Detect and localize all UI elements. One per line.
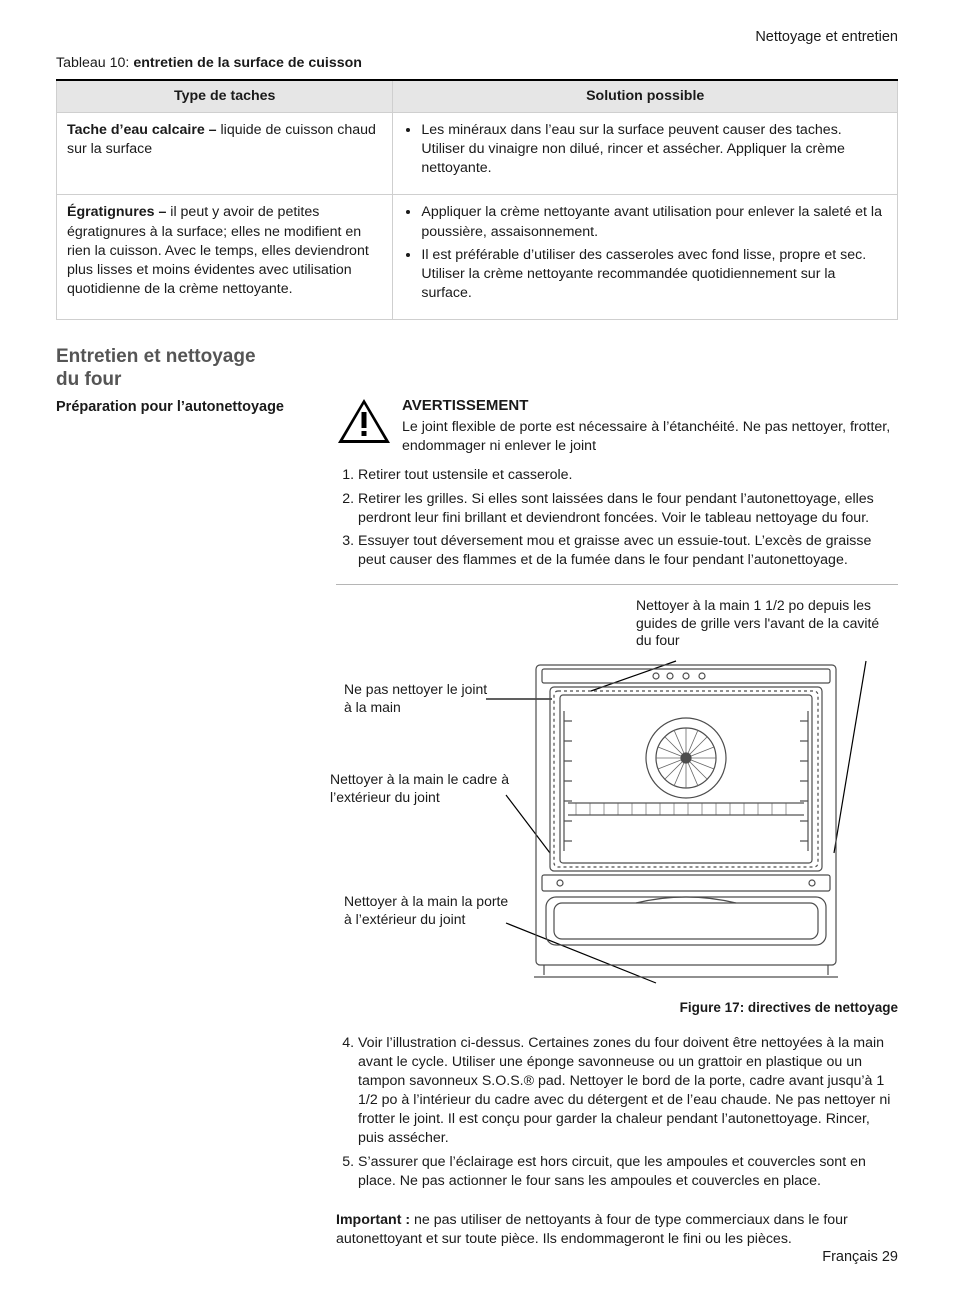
diagram-label-left1: Ne pas nettoyer le joint à la main bbox=[344, 681, 494, 716]
step-item: Voir l’illustration ci-dessus. Certaines… bbox=[358, 1034, 898, 1149]
solution-item: Il est préférable d’utiliser des cassero… bbox=[421, 246, 887, 304]
warning-text: Le joint flexible de porte est nécessair… bbox=[402, 418, 898, 456]
oven-diagram: Nettoyer à la main 1 1/2 po depuis les g… bbox=[336, 603, 898, 993]
step-item: Retirer les grilles. Si elles sont laiss… bbox=[358, 490, 898, 528]
steps-list-b: Voir l’illustration ci-dessus. Certaines… bbox=[336, 1034, 898, 1191]
separator bbox=[336, 584, 898, 585]
page-footer: Français 29 bbox=[822, 1248, 898, 1268]
section-title-line: Entretien et nettoyage bbox=[56, 346, 256, 367]
figure-caption: Figure 17: directives de nettoyage bbox=[336, 999, 898, 1017]
table-caption-prefix: Tableau 10: bbox=[56, 55, 133, 71]
table-caption-title: entretien de la surface de cuisson bbox=[133, 55, 362, 71]
solution-item: Les minéraux dans l’eau sur la surface p… bbox=[421, 121, 887, 179]
table-col-solution: Solution possible bbox=[393, 80, 898, 113]
solution-item: Appliquer la crème nettoyante avant util… bbox=[421, 203, 887, 241]
step-item: Retirer tout ustensile et casserole. bbox=[358, 466, 898, 485]
diagram-label-top: Nettoyer à la main 1 1/2 po depuis les g… bbox=[636, 597, 886, 650]
prep-heading: Préparation pour l’autonettoyage bbox=[56, 398, 306, 418]
important-note: Important : ne pas utiliser de nettoyant… bbox=[336, 1211, 898, 1249]
table-col-type: Type de taches bbox=[57, 80, 393, 113]
section-title-line: du four bbox=[56, 369, 121, 390]
diagram-label-left3: Nettoyer à la main la porte à l’extérieu… bbox=[344, 893, 514, 928]
step-item: Essuyer tout déversement mou et graisse … bbox=[358, 532, 898, 570]
table-caption: Tableau 10: entretien de la surface de c… bbox=[56, 54, 898, 73]
stain-table: Type de taches Solution possible Tache d… bbox=[56, 79, 898, 321]
important-label: Important : bbox=[336, 1212, 414, 1228]
stain-type-strong: Égratignures – bbox=[67, 204, 170, 220]
steps-list-a: Retirer tout ustensile et casserole. Ret… bbox=[336, 466, 898, 570]
diagram-label-left2: Nettoyer à la main le cadre à l’extérieu… bbox=[330, 771, 510, 806]
warning-heading: AVERTISSEMENT bbox=[402, 396, 898, 416]
section-title: Entretien et nettoyage du four bbox=[56, 346, 898, 392]
page-header-section: Nettoyage et entretien bbox=[56, 28, 898, 48]
warning-icon bbox=[336, 396, 392, 452]
step-item: S’assurer que l’éclairage est hors circu… bbox=[358, 1153, 898, 1191]
stain-type-strong: Tache d’eau calcaire – bbox=[67, 122, 221, 138]
table-row: Tache d’eau calcaire – liquide de cuisso… bbox=[57, 112, 898, 195]
table-row: Égratignures – il peut y avoir de petite… bbox=[57, 195, 898, 320]
